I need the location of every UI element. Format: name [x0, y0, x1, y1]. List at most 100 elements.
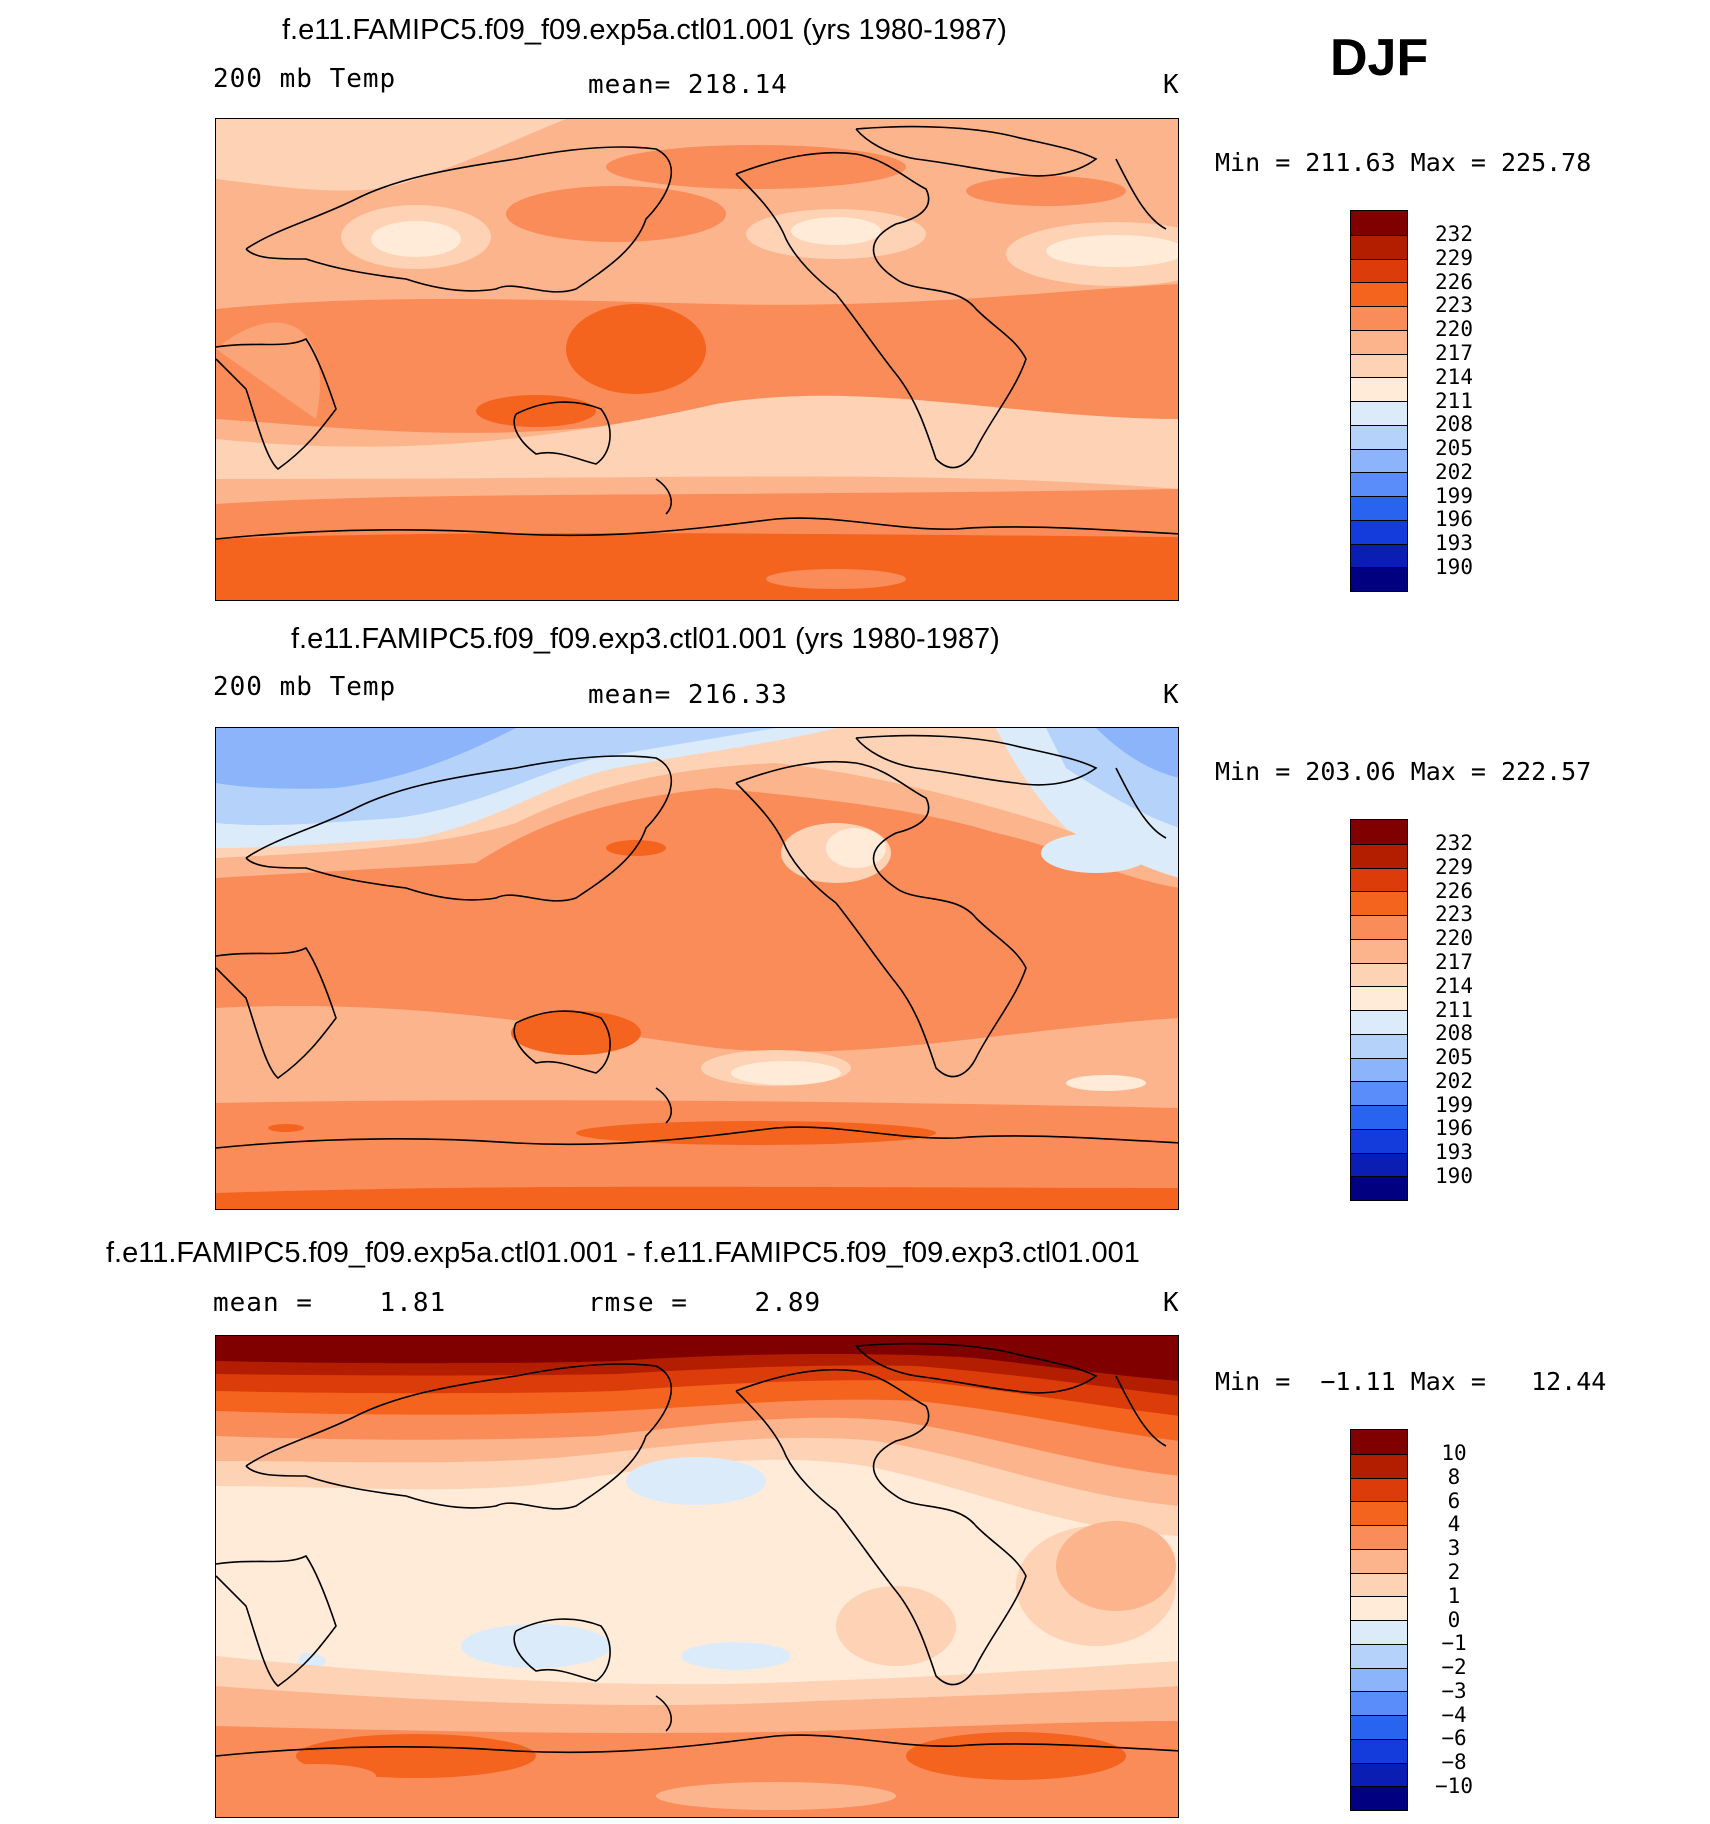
colorbar-label: 217: [1435, 950, 1473, 974]
colorbar-swatch: [1351, 1667, 1407, 1692]
colorbar-label: 193: [1435, 1140, 1473, 1164]
panel-1-mean: mean= 218.14: [588, 70, 788, 100]
colorbar-label: 226: [1435, 270, 1473, 294]
colorbar-swatch: [1351, 329, 1407, 354]
colorbar-label: 196: [1435, 1116, 1473, 1140]
panel-3-title: f.e11.FAMIPC5.f09_f09.exp5a.ctl01.001 - …: [106, 1237, 1140, 1269]
panel-1-minmax: Min = 211.63 Max = 225.78: [1215, 148, 1592, 177]
colorbar-swatch: [1351, 424, 1407, 449]
colorbar-label: 208: [1435, 1021, 1473, 1045]
colorbar-swatch: [1351, 1738, 1407, 1763]
colorbar-label: 196: [1435, 507, 1473, 531]
colorbar-swatch: [1351, 938, 1407, 963]
panel-3-map: [215, 1335, 1179, 1818]
season-label: DJF: [1330, 29, 1429, 87]
panel-3-minmax: Min = −1.11 Max = 12.44: [1215, 1367, 1607, 1396]
colorbar-swatch: [1351, 306, 1407, 330]
colorbar-swatch: [1351, 567, 1407, 591]
colorbar-label: 190: [1435, 1164, 1473, 1188]
colorbar-label: −2: [1441, 1655, 1467, 1679]
colorbar-swatch: [1351, 1477, 1407, 1502]
colorbar-swatch: [1351, 1786, 1407, 1810]
colorbar-swatch: [1351, 986, 1407, 1010]
colorbar-label: −10: [1435, 1774, 1473, 1798]
colorbar-label: 2: [1447, 1560, 1461, 1584]
colorbar-label: 217: [1435, 341, 1473, 365]
panel-2-variable-label: 200 mb Temp: [213, 672, 397, 702]
colorbar-swatch: [1351, 1128, 1407, 1153]
colorbar-label: 223: [1435, 902, 1473, 926]
colorbar-swatch: [1351, 1762, 1407, 1787]
colorbar-label: 232: [1435, 222, 1473, 246]
colorbar-label: 223: [1435, 293, 1473, 317]
colorbar-swatch: [1351, 496, 1407, 520]
colorbar-label: 220: [1435, 926, 1473, 950]
colorbar-label: 0: [1447, 1608, 1461, 1632]
colorbar-swatch: [1351, 377, 1407, 401]
colorbar-swatch: [1351, 1548, 1407, 1573]
southern-hot-band: [216, 533, 1178, 600]
colorbar-label: 1: [1447, 1584, 1461, 1608]
north-pacific-cooling: [626, 1457, 766, 1505]
panel-1-title: f.e11.FAMIPC5.f09_f09.exp5a.ctl01.001 (y…: [282, 14, 1007, 46]
panel-1-map: [215, 118, 1179, 601]
colorbar-swatch: [1351, 1525, 1407, 1549]
colorbar-label: 229: [1435, 855, 1473, 879]
colorbar-label: 8: [1447, 1465, 1461, 1489]
colorbar-swatch: [1351, 472, 1407, 496]
panel-2-title: f.e11.FAMIPC5.f09_f09.exp3.ctl01.001 (yr…: [291, 623, 1000, 655]
colorbar-swatch: [1351, 843, 1407, 868]
colorbar-swatch: [1351, 401, 1407, 425]
colorbar-label: −8: [1441, 1750, 1467, 1774]
colorbar-swatch: [1351, 1572, 1407, 1597]
colorbar-label: 202: [1435, 460, 1473, 484]
colorbar-label: 211: [1435, 998, 1473, 1022]
colorbar-swatch: [1351, 1176, 1407, 1200]
panel-3-rmse: rmse = 2.89: [588, 1288, 822, 1318]
colorbar-swatch: [1351, 282, 1407, 306]
panel-2-map: [215, 727, 1179, 1210]
colorbar-swatch: [1351, 1152, 1407, 1177]
panel-2-colorbar: [1350, 819, 1408, 1201]
panel-3-units: K: [1163, 1288, 1180, 1318]
colorbar-swatch: [1351, 1033, 1407, 1058]
colorbar-label: 6: [1447, 1489, 1461, 1513]
colorbar-label: 205: [1435, 1045, 1473, 1069]
panel-2-minmax: Min = 203.06 Max = 222.57: [1215, 757, 1592, 786]
colorbar-label: 4: [1447, 1512, 1461, 1536]
colorbar-label: 10: [1441, 1441, 1467, 1465]
panel-2-units: K: [1163, 680, 1180, 710]
colorbar-label: −3: [1441, 1679, 1467, 1703]
asian-jet-warm: [506, 186, 726, 242]
colorbar-label: 229: [1435, 246, 1473, 270]
panel-1-variable-label: 200 mb Temp: [213, 64, 397, 94]
colorbar-label: 211: [1435, 389, 1473, 413]
colorbar-swatch: [1351, 234, 1407, 259]
colorbar-swatch: [1351, 1501, 1407, 1525]
colorbar-swatch: [1351, 1620, 1407, 1644]
colorbar-label: 205: [1435, 436, 1473, 460]
subtropical-cool-band: [216, 395, 1178, 489]
colorbar-swatch: [1351, 1010, 1407, 1034]
colorbar-label: 214: [1435, 974, 1473, 998]
colorbar-swatch: [1351, 1643, 1407, 1668]
warm-pool: [566, 304, 706, 394]
coastlines: [216, 125, 1178, 540]
colorbar-swatch: [1351, 962, 1407, 987]
australia-warm: [511, 1011, 641, 1055]
colorbar-swatch: [1351, 891, 1407, 915]
colorbar-swatch: [1351, 915, 1407, 939]
colorbar-label: 208: [1435, 412, 1473, 436]
colorbar-swatch: [1351, 1453, 1407, 1478]
colorbar-label: 226: [1435, 879, 1473, 903]
colorbar-label: −6: [1441, 1726, 1467, 1750]
australia-cooling: [461, 1624, 611, 1668]
colorbar-label: −4: [1441, 1703, 1467, 1727]
colorbar-label: 190: [1435, 555, 1473, 579]
colorbar-swatch: [1351, 519, 1407, 544]
colorbar-swatch: [1351, 1430, 1407, 1454]
colorbar-swatch: [1351, 1057, 1407, 1082]
colorbar-swatch: [1351, 1715, 1407, 1739]
arctic-max-warming: [216, 1336, 1178, 1381]
colorbar-swatch: [1351, 867, 1407, 892]
